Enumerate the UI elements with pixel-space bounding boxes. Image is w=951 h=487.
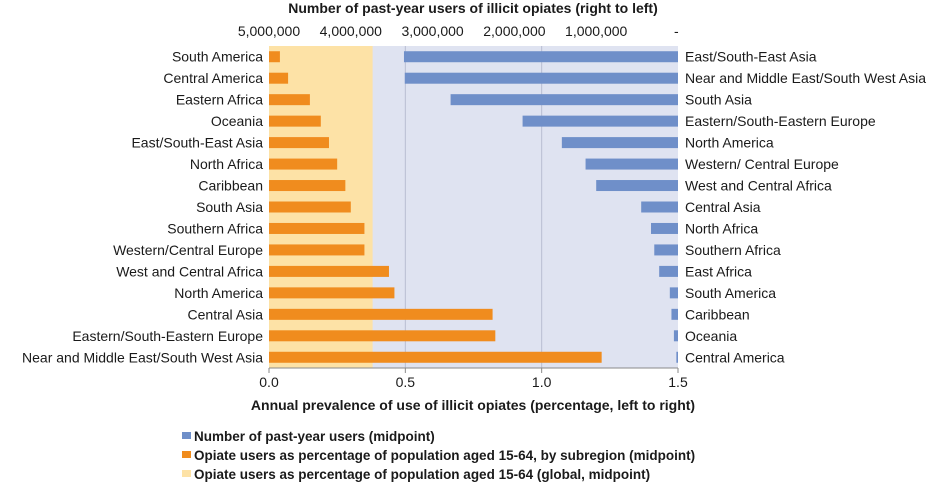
users-bar xyxy=(671,308,678,320)
top-axis-tick-label: 2,000,000 xyxy=(483,23,545,39)
prevalence-category-label: Near and Middle East/South West Asia xyxy=(22,349,263,365)
users-category-label: Central Asia xyxy=(685,199,761,215)
users-category-label: Southern Africa xyxy=(685,242,781,258)
users-bar xyxy=(596,180,678,192)
users-bar xyxy=(654,244,678,256)
bottom-axis-tick-label: 0.5 xyxy=(396,374,416,390)
legend-swatch-users xyxy=(182,432,191,439)
prevalence-bar xyxy=(269,308,493,320)
prevalence-category-label: Central America xyxy=(163,70,263,86)
prevalence-category-label: North America xyxy=(174,285,263,301)
prevalence-category-label: East/South-East Asia xyxy=(131,135,263,151)
prevalence-bar xyxy=(269,330,496,342)
top-axis-ticks: 5,000,000 4,000,000 3,000,000 2,000,000 1,00… xyxy=(238,23,679,39)
legend-label-subregion: Opiate users as percentage of population… xyxy=(194,448,695,463)
users-category-label: East Africa xyxy=(685,263,752,279)
prevalence-bar xyxy=(269,265,389,277)
prevalence-category-label: South America xyxy=(172,49,263,65)
prevalence-bar xyxy=(269,72,289,84)
prevalence-category-label: West and Central Africa xyxy=(116,263,263,279)
prevalence-bars xyxy=(269,51,602,363)
legend: Number of past-year users (midpoint) Opi… xyxy=(182,429,695,482)
users-bar xyxy=(404,72,678,84)
prevalence-category-label: Eastern Africa xyxy=(176,92,263,108)
prevalence-bar xyxy=(269,180,346,192)
users-bar xyxy=(522,115,678,127)
prevalence-bar xyxy=(269,351,602,363)
prevalence-bar xyxy=(269,287,395,299)
users-category-label: Western/ Central Europe xyxy=(685,156,839,172)
prevalence-category-label: Central Asia xyxy=(188,306,264,322)
prevalence-category-label: Oceania xyxy=(211,113,263,129)
users-bar xyxy=(669,287,678,299)
prevalence-bar xyxy=(269,115,321,127)
prevalence-category-labels: South America Central America Eastern Afri… xyxy=(22,49,263,366)
users-bar xyxy=(561,137,678,149)
prevalence-bar xyxy=(269,244,365,256)
users-category-label: West and Central Africa xyxy=(685,178,832,194)
bottom-axis-tick-label: 1.5 xyxy=(668,374,688,390)
top-axis-tick-label: - xyxy=(674,23,679,39)
prevalence-category-label: Caribbean xyxy=(198,178,263,194)
users-bar xyxy=(659,265,678,277)
users-bar xyxy=(450,94,678,106)
top-axis-tick-label: 1,000,000 xyxy=(565,23,627,39)
bottom-axis-tick-label: 1.0 xyxy=(532,374,552,390)
users-bar xyxy=(585,158,678,170)
prevalence-bar xyxy=(269,137,329,149)
users-category-labels: East/South-East Asia Near and Middle East… xyxy=(685,49,926,366)
users-bar xyxy=(403,51,678,63)
prevalence-bar xyxy=(269,94,310,106)
users-bar xyxy=(673,330,678,342)
legend-swatch-subregion xyxy=(182,451,191,458)
top-axis-title: Number of past-year users of illicit opi… xyxy=(288,0,658,16)
users-bar xyxy=(676,351,678,363)
users-category-label: Caribbean xyxy=(685,306,750,322)
users-bars xyxy=(403,51,678,363)
prevalence-category-label: Western/Central Europe xyxy=(113,242,263,258)
users-category-label: East/South-East Asia xyxy=(685,49,817,65)
prevalence-category-label: South Asia xyxy=(196,199,263,215)
users-category-label: Oceania xyxy=(685,328,737,344)
bottom-axis-title: Annual prevalence of use of illicit opia… xyxy=(251,397,695,413)
users-category-label: Near and Middle East/South West Asia xyxy=(685,70,926,86)
prevalence-category-label: North Africa xyxy=(190,156,263,172)
prevalence-bar xyxy=(269,158,338,170)
prevalence-bar xyxy=(269,51,280,63)
legend-label-global: Opiate users as percentage of population… xyxy=(194,467,650,482)
users-category-label: South Asia xyxy=(685,92,752,108)
top-axis-tick-label: 5,000,000 xyxy=(238,23,300,39)
prevalence-category-label: Southern Africa xyxy=(167,220,263,236)
users-category-label: Eastern/South-Eastern Europe xyxy=(685,113,876,129)
prevalence-bar xyxy=(269,222,365,234)
prevalence-bar xyxy=(269,201,351,213)
legend-swatch-global xyxy=(182,470,191,477)
users-bar xyxy=(641,201,678,213)
prevalence-category-label: Eastern/South-Eastern Europe xyxy=(72,328,263,344)
users-category-label: South America xyxy=(685,285,776,301)
users-category-label: North Africa xyxy=(685,220,758,236)
top-axis-tick-label: 4,000,000 xyxy=(320,23,382,39)
bottom-axis-tick-label: 0.0 xyxy=(259,374,279,390)
top-axis-tick-label: 3,000,000 xyxy=(401,23,463,39)
users-category-label: Central America xyxy=(685,349,785,365)
legend-label-users: Number of past-year users (midpoint) xyxy=(194,429,435,444)
users-bar xyxy=(651,222,678,234)
users-category-label: North America xyxy=(685,135,774,151)
bottom-axis-ticks: 0.0 0.5 1.0 1.5 xyxy=(259,368,688,390)
